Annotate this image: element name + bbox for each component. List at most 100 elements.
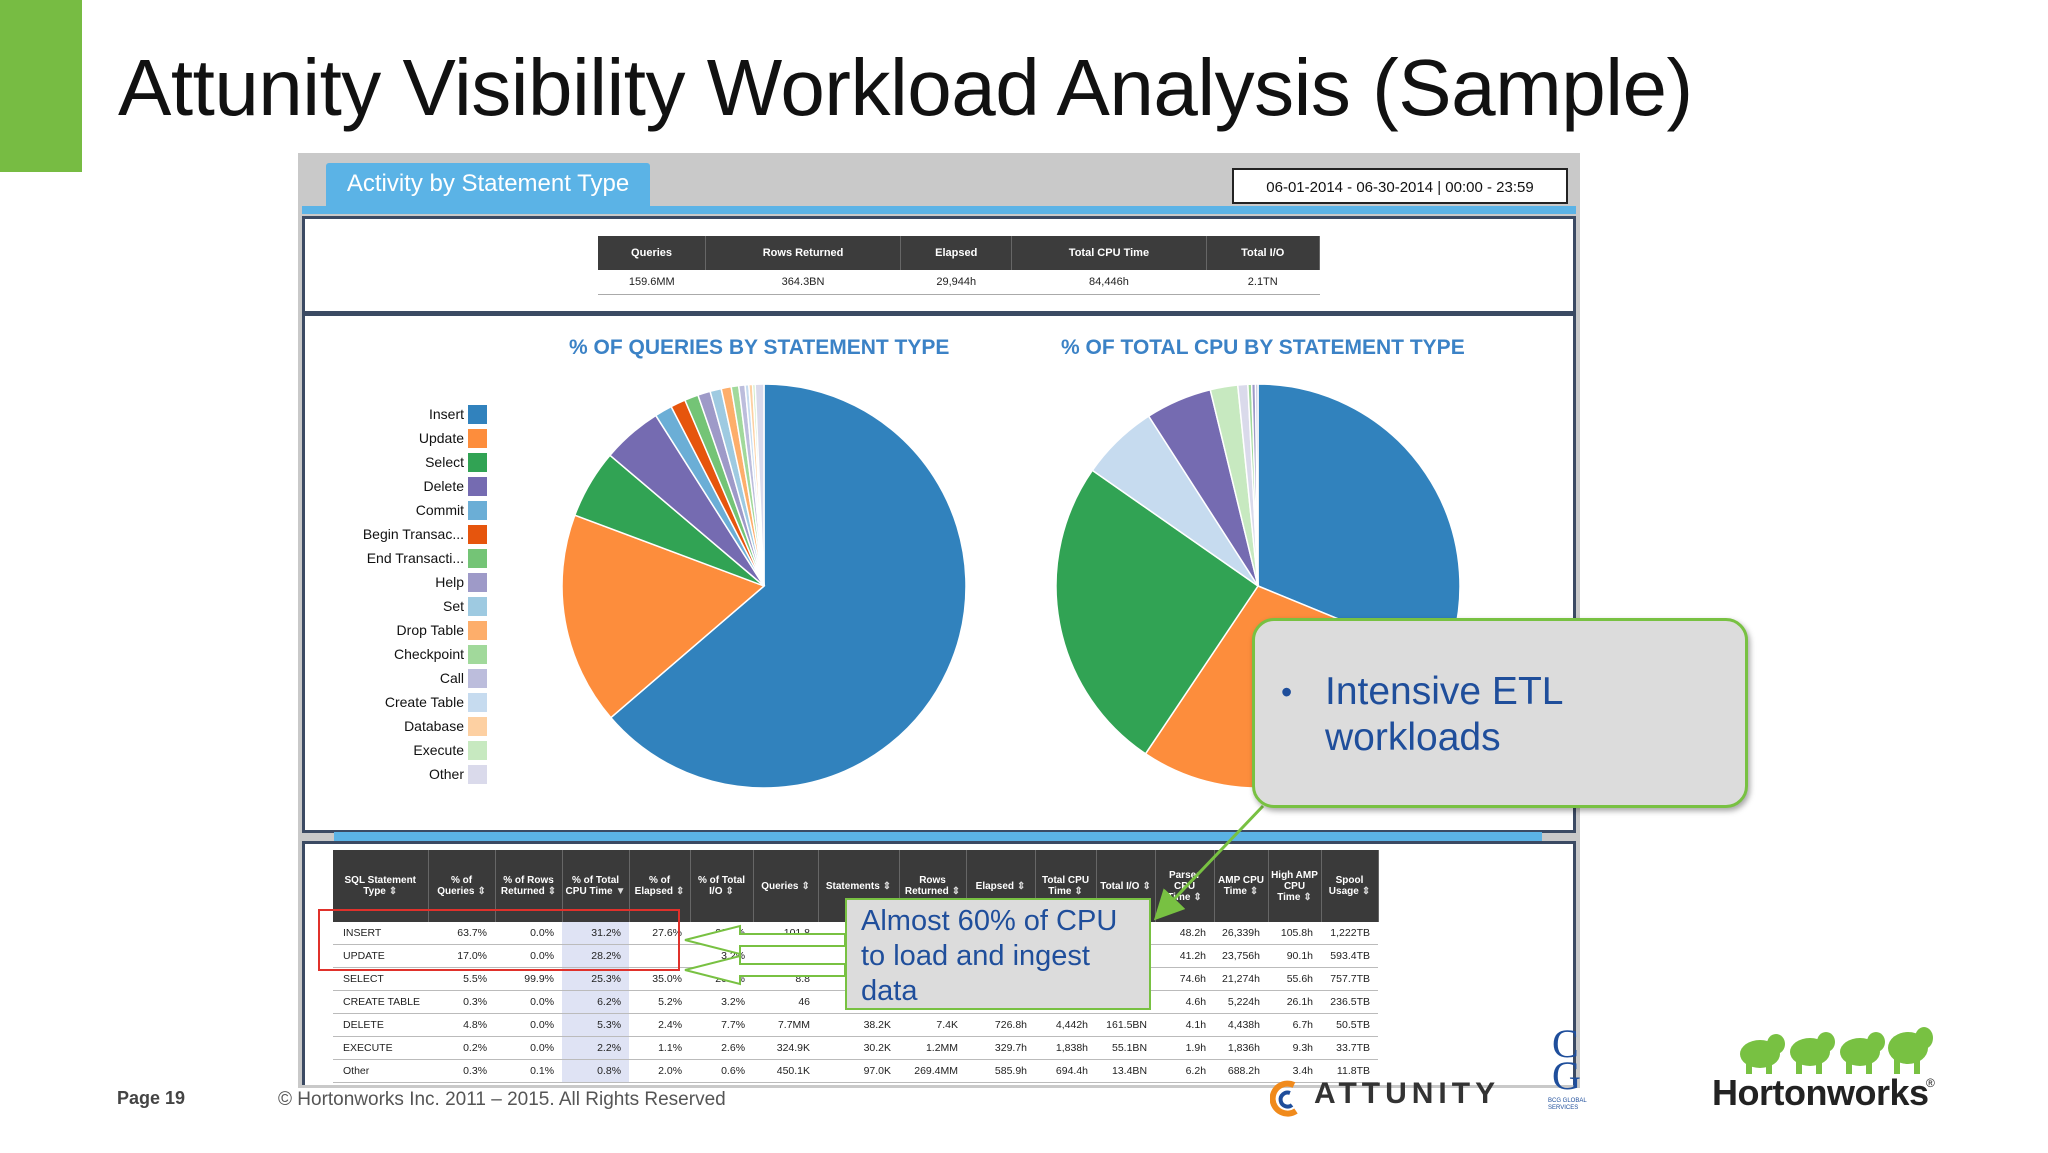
legend-item[interactable]: Drop Table [397,618,487,642]
sort-icon[interactable]: ⇕ [388,886,398,897]
table-cell: 694.4h [1035,1059,1097,1083]
column-header[interactable]: AMP CPU Time ⇕ [1214,850,1269,922]
table-cell: 0.8% [562,1059,630,1083]
table-cell: 74.6h [1155,967,1215,991]
legend-item[interactable]: Update [419,426,487,450]
summary-header-queries[interactable]: Queries [598,236,707,270]
legend-item[interactable]: End Transacti... [367,546,487,570]
legend-label: End Transacti... [366,550,464,566]
table-cell: 55.1BN [1096,1036,1156,1060]
sort-icon[interactable]: ⇕ [547,886,557,897]
pie-slice-call[interactable] [1254,383,1259,587]
queries-pie-chart [561,383,967,789]
legend-item[interactable]: Checkpoint [394,642,487,666]
table-cell: 1.1% [629,1036,691,1060]
sort-icon[interactable]: ⇕ [477,886,486,897]
sort-icon[interactable]: ⇕ [1142,880,1151,892]
table-cell: 1,222TB [1321,922,1378,945]
table-cell: 6.2h [1155,1059,1215,1083]
table-cell: 46 [753,990,819,1014]
column-header[interactable]: High AMP CPU Time ⇕ [1268,850,1322,922]
pie-slice-other[interactable] [754,383,765,587]
table-cell: 4,442h [1035,1013,1097,1037]
legend-swatch [468,668,487,688]
attunity-mark-icon [1270,1080,1298,1117]
legend-label: Other [428,766,464,782]
sort-icon[interactable]: ⇕ [801,880,810,892]
summary-header-io[interactable]: Total I/O [1206,236,1320,270]
sort-icon[interactable]: ⇕ [1249,886,1259,897]
cpu-pie-title: % OF TOTAL CPU BY STATEMENT TYPE [1061,336,1465,359]
table-cell: 4.8% [428,1013,496,1037]
legend-swatch [468,404,487,424]
table-cell: 5.3% [562,1013,630,1037]
legend-item[interactable]: Delete [424,474,487,498]
table-cell: 4.1h [1155,1013,1215,1037]
sort-icon[interactable]: ⇕ [676,886,685,897]
column-header[interactable]: Spool Usage ⇕ [1321,850,1379,922]
table-cell: 25.3% [562,967,630,991]
legend-swatch [468,740,487,760]
panel-divider [334,832,1542,842]
sort-icon[interactable]: ⇕ [951,886,961,897]
date-range-picker[interactable]: 06-01-2014 - 06-30-2014 | 00:00 - 23:59 [1232,168,1568,204]
legend-item[interactable]: Begin Transac... [363,522,487,546]
legend-item[interactable]: Set [443,594,487,618]
table-cell: 0.1% [495,1059,563,1083]
pie-slice-insert[interactable] [609,383,967,789]
pie-slice-update[interactable] [561,514,766,719]
legend-item[interactable]: Database [404,714,487,738]
summary-header-elapsed[interactable]: Elapsed [900,236,1013,270]
column-header[interactable]: % of Total I/O ⇕ [690,850,754,922]
table-cell: 0.0% [495,990,563,1014]
table-cell: 30.2K [818,1036,900,1060]
sort-icon[interactable]: ⇕ [1303,891,1312,903]
tab-activity-by-statement-type[interactable]: Activity by Statement Type [326,163,650,207]
table-cell: 90.1h [1268,944,1321,968]
legend-swatch [468,764,487,784]
legend-swatch [468,476,487,496]
sort-icon[interactable]: ⇕ [1193,891,1202,903]
table-cell: 1,838h [1035,1036,1097,1060]
table-row[interactable]: EXECUTE 0.2% 0.0% 2.2% 1.1% 2.6% 324.9K 30.2K 1.… [333,1036,1378,1060]
pie-slice-select[interactable] [1055,469,1260,755]
sort-icon[interactable]: ⇕ [1361,886,1371,897]
legend-item[interactable]: Create Table [385,690,487,714]
table-cell: 28.2% [562,944,630,968]
pie-slice-insert[interactable] [1257,383,1461,664]
sort-icon[interactable]: ⇕ [882,880,892,892]
summary-header-rows[interactable]: Rows Returned [705,236,902,270]
table-cell: 9.3h [1268,1036,1321,1060]
sort-icon[interactable]: ⇕ [1017,880,1026,892]
table-cell: 48.2h [1155,922,1215,945]
etl-text: Intensive ETL workloads [1325,670,1564,759]
legend-item[interactable]: Help [435,570,487,594]
attunity-logo: ATTUNITY [1270,1075,1495,1121]
table-cell: 105.8h [1268,922,1321,945]
legend-item[interactable]: Select [425,450,487,474]
legend-label: Commit [415,502,464,518]
legend-item[interactable]: Other [429,762,487,786]
table-cell: 7.7MM [753,1013,819,1037]
sort-icon[interactable]: ⇕ [725,886,734,897]
sort-icon[interactable]: ▼ [615,886,626,897]
etl-callout: • Intensive ETL workloads [1252,618,1748,808]
legend-item[interactable]: Insert [429,402,487,426]
legend-label: Update [418,430,464,446]
cpu-arrow-1 [684,924,846,956]
legend-item[interactable]: Call [440,666,487,690]
table-cell: 4,438h [1214,1013,1268,1037]
table-row[interactable]: DELETE 4.8% 0.0% 5.3% 2.4% 7.7% 7.7MM 38.2K 7.4K… [333,1013,1378,1037]
tab-underline [302,206,1576,214]
table-cell: 7.7% [690,1013,754,1037]
table-cell: 161.5BN [1096,1013,1156,1037]
table-cell: 50.5TB [1321,1013,1378,1037]
legend-swatch [468,548,487,568]
column-header[interactable]: Queries ⇕ [753,850,819,922]
legend-item[interactable]: Execute [413,738,487,762]
legend-item[interactable]: Commit [416,498,487,522]
summary-header-cpu[interactable]: Total CPU Time [1011,236,1207,270]
sort-icon[interactable]: ⇕ [1074,886,1083,897]
summary-value-io: 2.1TN [1206,270,1320,295]
cpu-callout: Almost 60% of CPU to load and ingest dat… [845,898,1151,1010]
